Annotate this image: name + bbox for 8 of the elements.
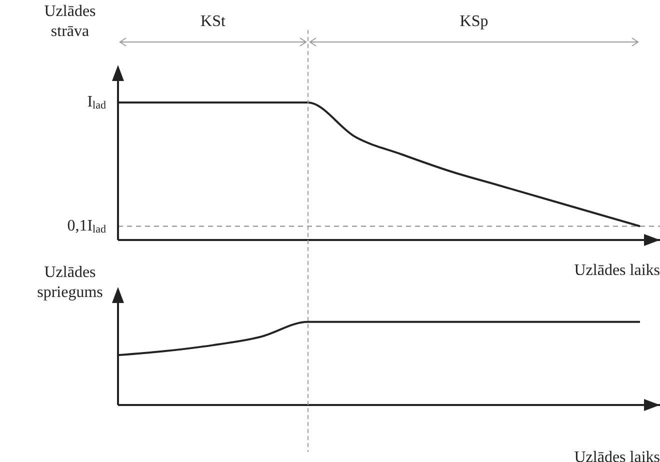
y-axis-title: Uzlādes spriegums [36, 263, 104, 303]
text: 0,1I$_{lad}$ [67, 216, 106, 236]
text: I$_{lad}$ [87, 93, 106, 112]
y-axis-title: Uzlādes strāva [43, 2, 97, 42]
x-axis-title: Uzlādes laiks [574, 449, 660, 462]
text: KSp [460, 13, 488, 30]
text: KSt [200, 13, 226, 30]
x-axis-title: Uzlādes laiks [574, 262, 660, 279]
